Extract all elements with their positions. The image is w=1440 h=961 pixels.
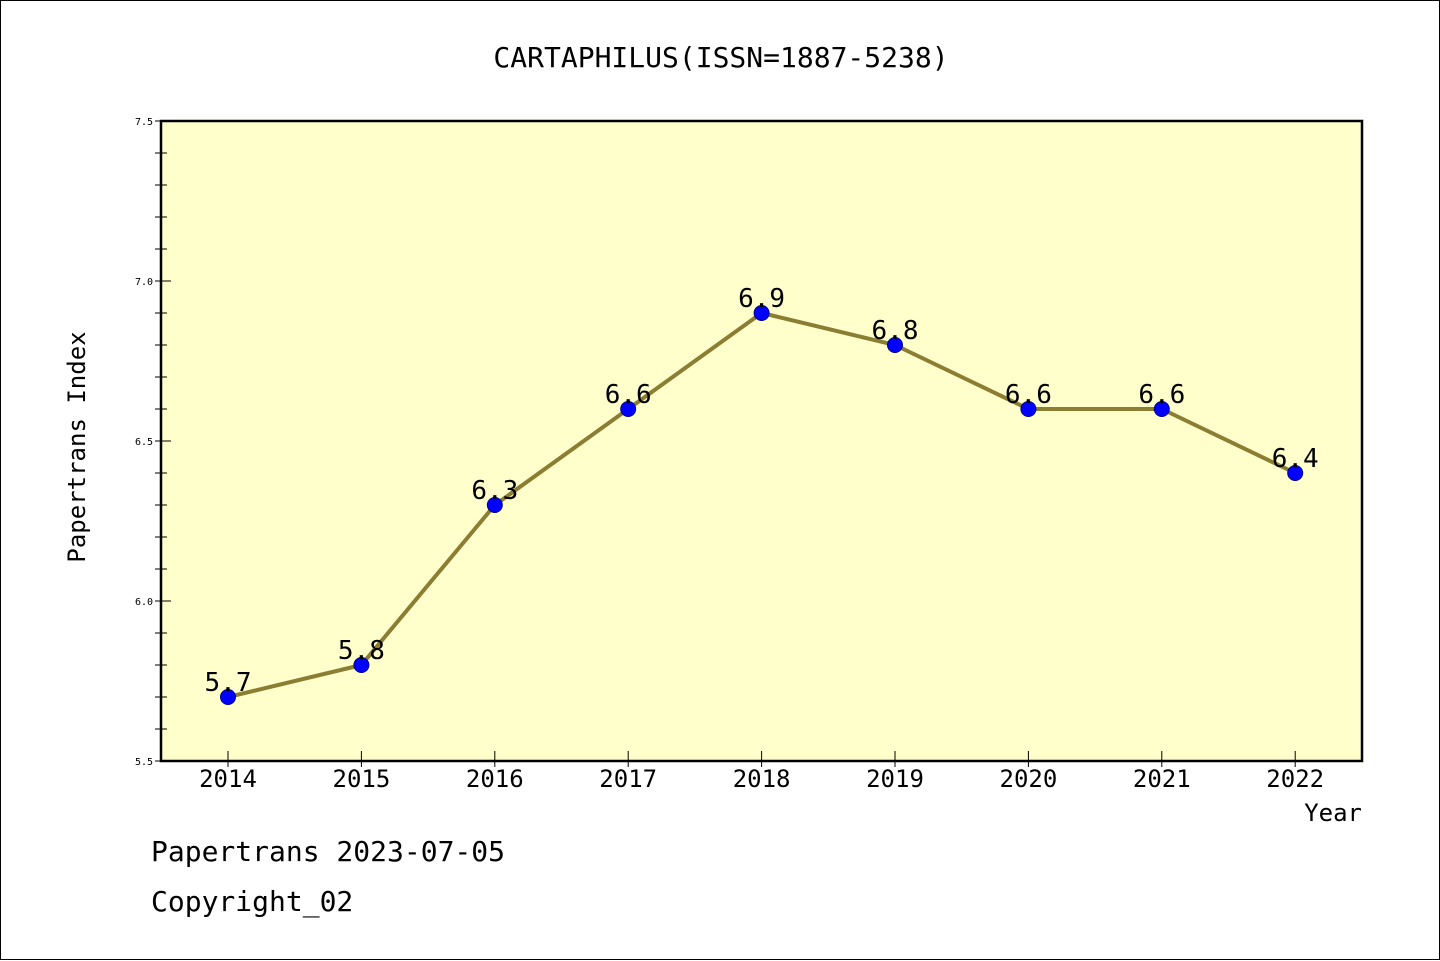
data-label: 6.6 (1138, 380, 1185, 410)
y-tick-label: 7.5 (135, 117, 153, 128)
data-label: 6.6 (605, 380, 652, 410)
data-label: 6.6 (1005, 380, 1052, 410)
data-label: 5.8 (338, 636, 385, 666)
x-axis-label: Year (1304, 799, 1362, 827)
footer-copyright: Copyright_02 (151, 885, 354, 918)
y-tick-label: 6.5 (135, 437, 153, 448)
y-axis-label: Papertrans Index (63, 331, 91, 562)
data-label: 5.7 (205, 668, 252, 698)
x-tick-label: 2019 (866, 765, 924, 793)
y-tick-label: 7.0 (135, 277, 153, 288)
x-tick-label: 2018 (733, 765, 791, 793)
data-point (887, 337, 903, 353)
chart-title: CARTAPHILUS(ISSN=1887-5238) (493, 41, 948, 74)
x-tick-label: 2014 (199, 765, 257, 793)
data-label: 6.9 (738, 284, 785, 314)
data-point (620, 401, 637, 417)
footer-date-line: Papertrans 2023-07-05 (151, 835, 506, 868)
data-point (753, 305, 770, 321)
x-tick-label: 2016 (466, 765, 524, 793)
x-tick-label: 2022 (1266, 765, 1324, 793)
y-tick-label: 5.5 (135, 757, 153, 768)
data-point (353, 657, 370, 673)
plot-border (159, 119, 1364, 763)
series-layer: 5.7 5.8 6.3 6.6 6.9 6.8 6.6 6.6 6.4 (205, 284, 1319, 705)
x-axis-ticks: 2014 2015 2016 2017 2018 2019 2020 2021 2022 (199, 751, 1324, 793)
x-tick-label: 2020 (1000, 765, 1058, 793)
plot-area (161, 121, 1362, 761)
data-point (220, 689, 236, 705)
data-point (1020, 401, 1037, 417)
data-label: 6.4 (1272, 444, 1319, 474)
x-tick-label: 2021 (1133, 765, 1191, 793)
data-point (1287, 465, 1304, 481)
data-point (486, 497, 503, 513)
data-point (1153, 401, 1170, 417)
data-label: 6.3 (471, 476, 518, 506)
x-tick-label: 2015 (333, 765, 391, 793)
x-tick-label: 2017 (599, 765, 657, 793)
y-tick-label: 6.0 (135, 597, 153, 608)
data-label: 6.8 (872, 316, 919, 346)
